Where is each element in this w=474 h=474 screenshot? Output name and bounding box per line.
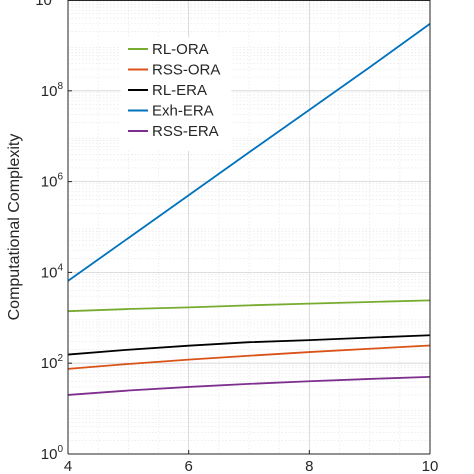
axes (67, 0, 431, 455)
series-line-rl-era (67, 334, 431, 356)
legend-label-rss-ora: RSS-ORA (152, 62, 220, 79)
legend-label-rl-ora: RL-ORA (152, 41, 209, 58)
x-tick-label: 4 (64, 458, 72, 474)
x-tick-label: 10 (422, 458, 439, 474)
series-line-rl-ora (67, 299, 431, 313)
series-line-exh-era (67, 23, 431, 282)
y-tick-label: 102 (41, 353, 64, 372)
x-tick-label: 8 (305, 458, 313, 474)
y-tick-label: 106 (41, 172, 64, 191)
legend: RL-ORA RSS-ORA RL-ERA Exh-ERA RSS-ERA (120, 37, 232, 151)
y-axis-title: Computational Complexity (6, 134, 23, 321)
y-tick-label: 108 (41, 81, 64, 100)
series-layer (67, 23, 431, 396)
x-tick-label: 6 (184, 458, 192, 474)
legend-label-exh-era: Exh-ERA (152, 103, 214, 120)
y-tick-label: 100 (41, 444, 64, 463)
series-line-rss-era (67, 375, 431, 396)
legend-label-rss-era: RSS-ERA (152, 123, 219, 140)
y-tick-label: 104 (41, 262, 64, 281)
series-line-rss-ora (67, 344, 431, 370)
legend-label-rl-era: RL-ERA (152, 82, 207, 99)
